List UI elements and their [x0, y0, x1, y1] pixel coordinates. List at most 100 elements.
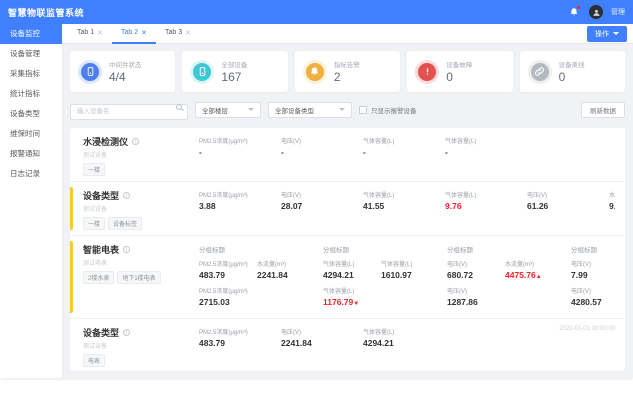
metric-value: 4294.21 — [323, 269, 354, 280]
device-type-select[interactable]: 全部设备类型 — [268, 101, 352, 118]
metric-row: 电压(V)7.99过滤芯剩余值(PPM)2827.28 — [571, 259, 615, 280]
sidebar-item-6[interactable]: 维保时间 — [10, 129, 40, 138]
info-icon[interactable]: i — [123, 328, 131, 336]
stat-card-1: 中间件状态 4/4 — [70, 51, 176, 92]
metric-label: 电压(V) — [281, 329, 301, 336]
tab-1[interactable]: Tab 1 ✕ — [68, 24, 112, 44]
metric-value: - — [281, 146, 284, 157]
device-row-2: 设备类型 i 测试设备 一楼 设备标签 PM2.5浓度(μg/m³) 3.88 电压(V) 28… — [70, 182, 625, 236]
device-search-input[interactable] — [70, 103, 188, 120]
device-info: 智能电表 i 测试电表 2楼水表 地下1楼电表 — [83, 243, 199, 313]
metric-cell: 水流量(m³) 2241.84 — [257, 259, 309, 280]
device-metrics: PM2.5浓度(μg/m³) - 电压(V) - 气体容量(L) - 气体容量(L) - — [199, 135, 615, 176]
metric-value: 483.79 — [199, 269, 225, 280]
device-row-1: 水浸检测仪 i 测试设备 一楼 PM2.5浓度(μg/m³) - 电压(V) - 气体容量(L)… — [70, 128, 625, 182]
app-window: 智慧物联监管系统 管理 设备监控设备管理采集指标统计指标设备类型维保时间报警通知… — [0, 0, 633, 378]
metric-value: 4294.21 — [363, 337, 394, 348]
alert-indicator — [70, 186, 73, 230]
metric-cell: 水流量(m³)9.23 — [609, 190, 615, 211]
tab-close-icon[interactable]: ✕ — [97, 29, 103, 37]
metric-value: 61.26 — [527, 200, 549, 211]
metric-label: PM2.5浓度(μg/m³) — [199, 329, 248, 336]
tab-label: Tab 2 — [121, 29, 139, 36]
sidebar-item-4[interactable]: 统计指标 — [10, 89, 40, 98]
metric-label: 水流量(m³) — [505, 261, 534, 268]
tab-2[interactable]: Tab 2 ✕ — [112, 24, 156, 44]
metric-cell: 气体容量(L) 4294.21 — [363, 327, 439, 348]
device-list-panel: 水浸检测仪 i 测试设备 一楼 PM2.5浓度(μg/m³) - 电压(V) - 气体容量(L)… — [70, 127, 625, 371]
alert-icon-ring — [415, 59, 440, 84]
metric-row: PM2.5浓度(μg/m³) 483.79 水流量(m³) 2241.84 — [199, 259, 309, 280]
metric-label: 气体容量(L) — [445, 192, 477, 199]
device-tags: 2楼水表 地下1楼电表 — [83, 270, 193, 284]
metric-cell: PM2.5浓度(μg/m³) - — [199, 136, 275, 157]
sidebar-item-3[interactable]: 采集指标 — [10, 69, 40, 78]
device-metrics: 分组标题 PM2.5浓度(μg/m³) 483.79 水流量(m³) 2241.84 PM… — [199, 243, 615, 313]
metric-group-title: 分组标题 — [199, 246, 225, 254]
action-dropdown-button[interactable]: 操作 — [587, 25, 627, 42]
app-title: 智慧物联监管系统 — [8, 7, 85, 18]
metric-row: 电压(V) 680.72 水流量(m³) 4475.76▲ — [447, 259, 557, 280]
floor-select[interactable]: 全部楼层 — [195, 101, 261, 118]
user-avatar[interactable] — [589, 5, 603, 19]
metric-value: 9.23 — [609, 200, 615, 211]
metric-cell: PM2.5浓度(μg/m³) 483.79 — [199, 259, 251, 280]
stat-value: 0 — [558, 70, 566, 84]
sidebar-item-1[interactable]: 设备监控 — [0, 24, 62, 44]
device-type-select-value: 全部设备类型 — [275, 107, 314, 115]
alarm-only-checkbox-wrap[interactable]: 只显示报警设备 — [359, 105, 417, 115]
device-tags: 一楼 设备标签 — [83, 216, 193, 230]
device-tag: 一楼 — [83, 216, 106, 230]
refresh-data-button[interactable]: 刷新数据 — [581, 101, 625, 118]
metric-group: 分组标题电压(V)7.99过滤芯剩余值(PPM)2827.28电压(V)4280… — [571, 244, 615, 313]
metric-label: 气体容量(L) — [323, 288, 355, 295]
metric-label: 气体容量(L) — [363, 138, 395, 145]
metric-label: 电压(V) — [571, 261, 591, 268]
sidebar-item-8[interactable]: 日志记录 — [10, 169, 40, 178]
metric-cell: PM2.5浓度(μg/m³) 483.79 — [199, 327, 275, 348]
tab-close-icon[interactable]: ✕ — [141, 29, 147, 37]
metric-value: 1176.79▼ — [323, 296, 360, 307]
metric-cell: 电压(V) 28.07 — [281, 190, 357, 211]
metric-cell: 气体容量(L) 4294.21 — [323, 259, 375, 280]
topbar-right: 管理 — [567, 5, 625, 19]
sidebar-item-2[interactable]: 设备管理 — [10, 49, 40, 58]
device-icon — [81, 62, 99, 81]
device-name-row: 设备类型 i — [83, 326, 193, 339]
alert-indicator — [70, 240, 73, 313]
metric-value: - — [199, 146, 202, 157]
tab-label: Tab 3 — [165, 29, 183, 36]
info-icon[interactable]: i — [132, 137, 140, 145]
metric-row: 电压(V)4280.57过滤芯剩余值(PPM)1328.88▲ — [571, 286, 615, 307]
metric-label: 电压(V) — [281, 138, 301, 145]
tab-close-icon[interactable]: ✕ — [185, 29, 191, 37]
chevron-down-icon — [248, 108, 254, 112]
sidebar: 设备监控设备管理采集指标统计指标设备类型维保时间报警通知日志记录 — [0, 24, 62, 378]
device-icon — [193, 62, 212, 81]
metric-group-title: 分组标题 — [447, 246, 473, 254]
info-icon[interactable]: i — [123, 245, 131, 253]
metric-cell: 电压(V) 1287.86 — [447, 286, 499, 307]
device-tags: 一楼 — [83, 162, 193, 176]
sidebar-item-5[interactable]: 设备类型 — [10, 109, 40, 118]
metric-label: 水流量(m³) — [257, 261, 286, 268]
alarm-only-checkbox[interactable] — [359, 105, 367, 114]
tab-3[interactable]: Tab 3 ✕ — [156, 24, 200, 44]
stat-card-3: 指标告警 2 — [294, 51, 401, 92]
device-icon-ring — [78, 59, 102, 84]
stat-label: 指标告警 — [333, 62, 360, 69]
stat-value: 4/4 — [109, 70, 126, 84]
sidebar-item-7[interactable]: 报警通知 — [10, 149, 40, 158]
metric-group: PM2.5浓度(μg/m³) 483.79 电压(V) 2241.84 气体容量(L) 4… — [199, 327, 439, 367]
metric-value: 4475.76▲ — [505, 269, 542, 280]
device-name: 水浸检测仪 — [83, 136, 129, 147]
info-icon[interactable]: i — [123, 191, 131, 199]
stat-card-2: 全部设备 167 — [182, 51, 288, 92]
metric-label: 气体容量(L) — [363, 192, 395, 199]
notification-bell-icon[interactable] — [567, 5, 581, 19]
stat-value: 2 — [333, 70, 341, 84]
metric-group: PM2.5浓度(μg/m³) 3.88 电压(V) 28.07 气体容量(L) 41.55… — [199, 190, 615, 230]
user-name[interactable]: 管理 — [611, 9, 625, 16]
device-sub-text: 测试设备 — [83, 343, 108, 350]
device-metrics: PM2.5浓度(μg/m³) 3.88 电压(V) 28.07 气体容量(L) 41.55… — [199, 189, 615, 230]
